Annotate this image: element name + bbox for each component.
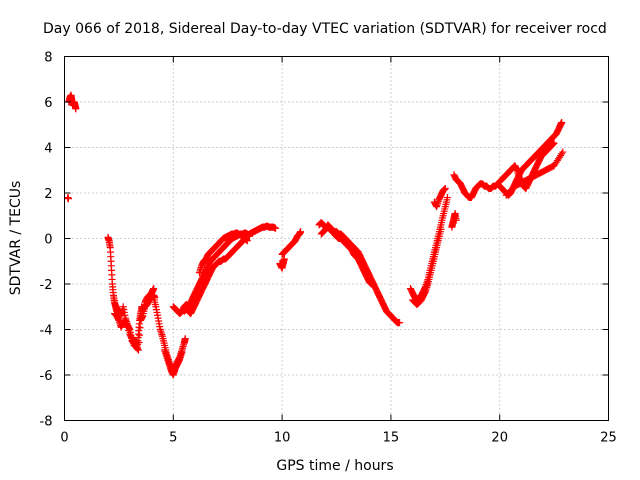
data-point-marker	[367, 280, 375, 288]
data-point-marker	[437, 225, 445, 233]
data-point-marker	[134, 346, 142, 354]
data-point-marker	[443, 194, 451, 202]
x-tick-label: 5	[169, 431, 177, 446]
data-point-marker	[72, 105, 80, 113]
y-tick-label: 0	[44, 233, 52, 248]
data-points	[64, 91, 567, 379]
data-point-marker	[272, 224, 280, 232]
x-axis-label: GPS time / hours	[276, 458, 393, 474]
y-tick-label: -6	[40, 369, 53, 384]
data-point-marker	[125, 327, 133, 335]
data-point-marker	[297, 228, 305, 236]
data-point-marker	[441, 184, 449, 192]
data-point-marker	[150, 285, 158, 293]
x-tick-label: 20	[491, 431, 508, 446]
data-point-marker	[121, 316, 129, 324]
data-point-marker	[181, 335, 189, 343]
data-point-marker	[123, 320, 131, 328]
data-point-marker	[280, 255, 288, 263]
data-point-marker	[178, 348, 186, 356]
data-point-marker	[558, 118, 566, 126]
data-point-marker	[243, 237, 251, 245]
y-tick-label: 2	[44, 187, 52, 202]
data-point-marker	[452, 216, 460, 224]
y-tick-label: -4	[40, 324, 53, 339]
data-point-marker	[133, 345, 141, 353]
y-tick-label: -8	[40, 415, 53, 430]
data-point-marker	[136, 331, 144, 339]
axis-ticks: 0 5 10 15 20 25 -8 -6 -4 -2 0 2 4 6 8	[40, 51, 617, 446]
chart-title: Day 066 of 2018, Sidereal Day-to-day VTE…	[43, 21, 607, 37]
y-tick-label: 6	[44, 96, 52, 111]
y-tick-label: -2	[40, 278, 53, 293]
data-point-marker	[559, 148, 567, 156]
x-tick-label: 0	[60, 431, 68, 446]
data-point-marker	[124, 323, 132, 331]
data-point-marker	[396, 319, 404, 327]
data-point-marker	[135, 339, 143, 347]
y-axis-label: SDTVAR / TECUs	[8, 181, 24, 296]
x-tick-label: 15	[383, 431, 400, 446]
x-tick-label: 10	[274, 431, 291, 446]
data-point-marker	[550, 139, 558, 147]
y-tick-label: 8	[44, 51, 52, 66]
data-point-marker	[64, 195, 72, 203]
x-tick-label: 25	[600, 431, 617, 446]
data-point-marker	[558, 150, 566, 158]
y-tick-label: 4	[44, 142, 52, 157]
data-point-marker	[136, 324, 144, 332]
